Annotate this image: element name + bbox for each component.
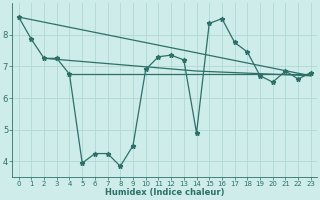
X-axis label: Humidex (Indice chaleur): Humidex (Indice chaleur) — [105, 188, 225, 197]
